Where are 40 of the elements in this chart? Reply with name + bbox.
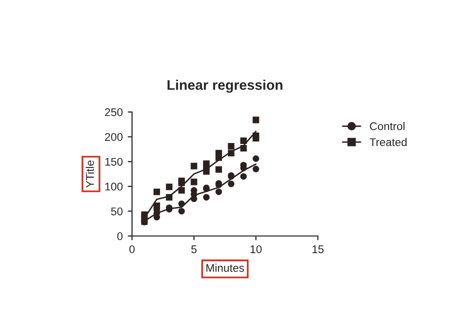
point [240,138,247,144]
point [252,116,260,124]
point [252,155,260,162]
y-tick-label: 50 [111,207,123,216]
legend-label: Control [370,122,404,130]
point [154,188,160,196]
point [166,194,172,201]
x-axis-title: Minutes [206,264,244,272]
point [166,184,172,190]
y-axis-title: YTitle [86,160,94,188]
chart-title: Linear regression [168,80,282,93]
point [215,166,222,173]
point [190,178,198,186]
point [178,187,185,194]
point [215,154,222,161]
point [252,166,260,172]
point [178,200,185,208]
point [154,202,160,209]
point [203,168,210,175]
legend-label: Treated [370,138,407,146]
point [178,208,185,214]
point [240,173,247,180]
point [228,142,234,150]
x-tick-label: 5 [191,245,197,254]
y-tick-label: 0 [117,232,123,240]
point [240,144,247,152]
point [228,150,234,156]
y-tick-label: 250 [105,108,123,116]
point [190,162,198,170]
y-tick-label: 200 [105,133,123,141]
point [228,180,234,188]
y-tick-label: 100 [105,182,123,191]
point [252,135,260,142]
x-tick-label: 15 [312,245,324,254]
point [203,194,210,201]
point [215,188,222,196]
x-tick-label: 10 [250,245,262,254]
point [141,214,148,222]
x-tick-label: 0 [129,245,135,254]
y-tick-label: 150 [105,158,123,166]
